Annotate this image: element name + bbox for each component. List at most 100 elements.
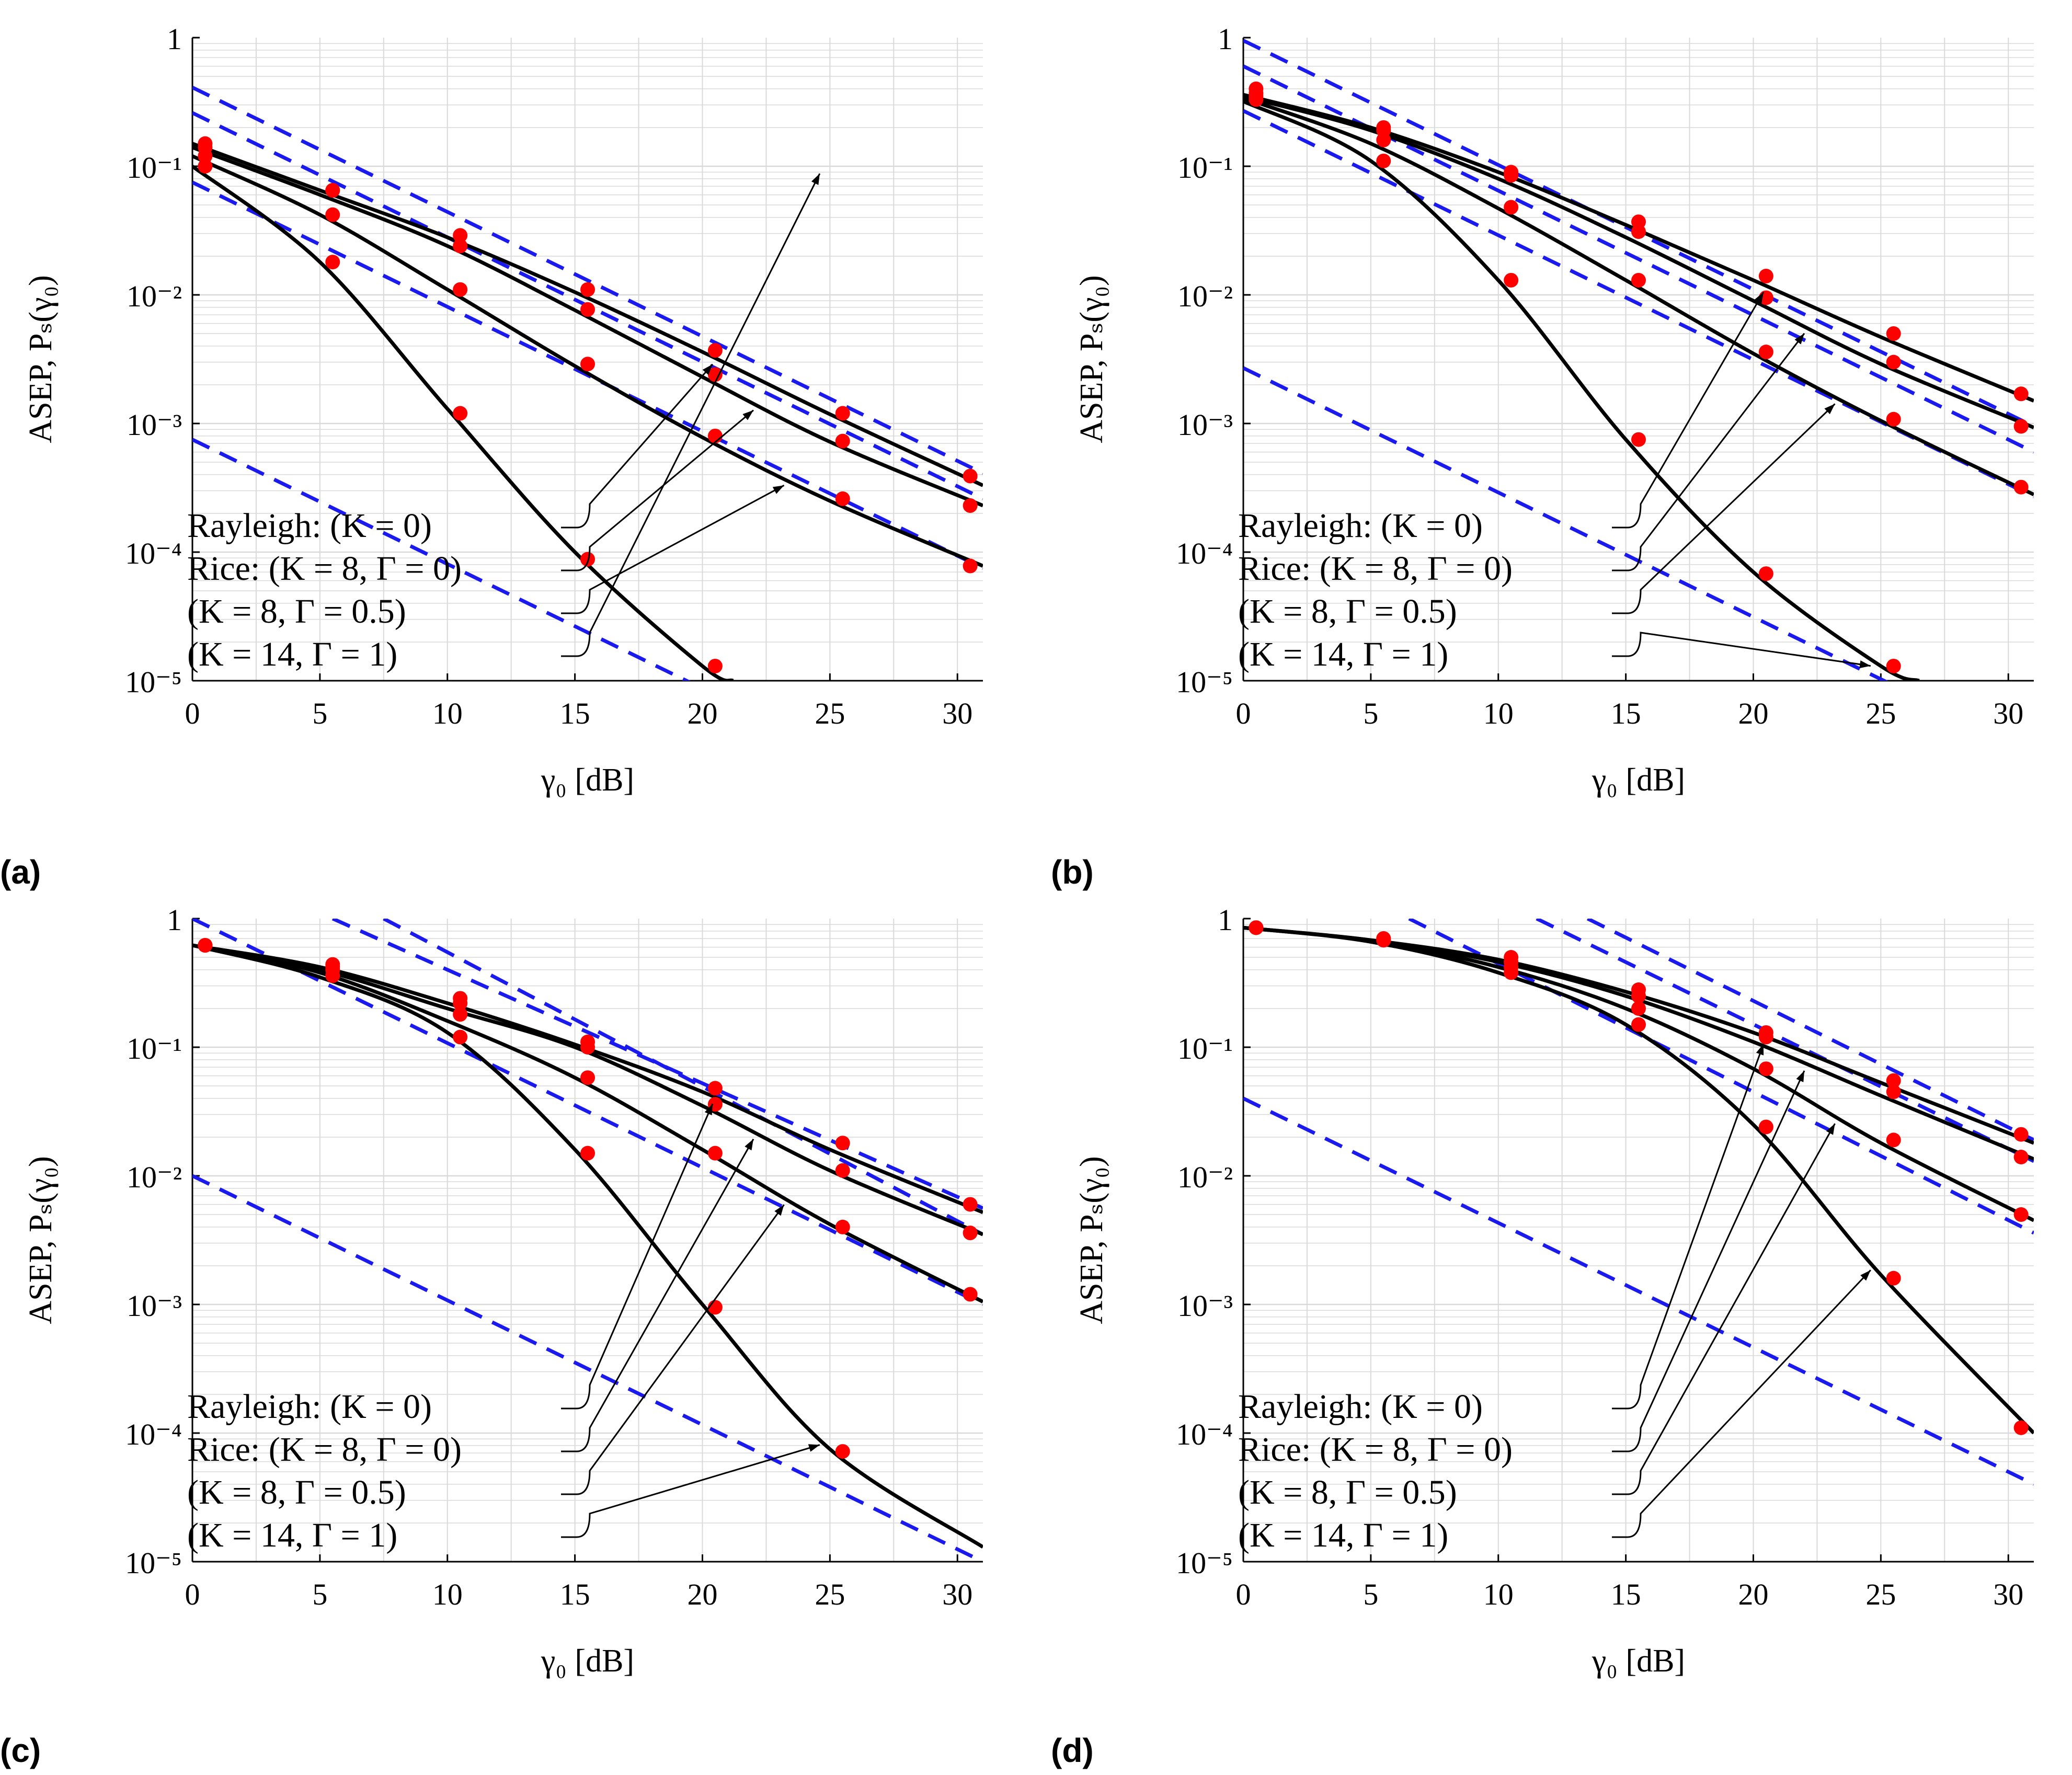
simulation-marker <box>2013 1150 2029 1165</box>
simulation-marker <box>453 1007 468 1022</box>
y-tick-label: 10⁻⁵ <box>125 1546 182 1580</box>
asymptote-line-1 <box>1586 919 2034 1142</box>
y-tick-label: 10⁻² <box>1177 1160 1233 1194</box>
chart-panel-4: 0 5 10 15 20 25 30 10⁻⁵ 10⁻⁴ 10⁻³ 10⁻² 10⁻¹ 1 γ₀ [dB]… <box>1051 903 2034 1769</box>
simulation-marker <box>1376 153 1391 168</box>
y-tick-label: 10⁻¹ <box>1177 151 1233 185</box>
chart-panel-2: 0 5 10 15 20 25 30 10⁻⁵ 10⁻⁴ 10⁻³ 10⁻² 10⁻¹ 1 γ₀ [dB]… <box>1051 22 2034 891</box>
annotation-arrowhead-3 <box>772 485 784 494</box>
asymptote-line-4 <box>1243 1096 2034 1486</box>
simulation-marker <box>1631 272 1646 288</box>
plot-area <box>1243 919 2034 1486</box>
asymptote-line-1 <box>331 919 983 1210</box>
y-tick-label: 10⁻⁵ <box>125 665 182 699</box>
simulation-marker <box>453 282 468 297</box>
asymptote-line-2 <box>1243 64 2034 454</box>
x-axis-title: γ₀ [dB] <box>541 762 634 798</box>
simulation-marker <box>453 995 468 1011</box>
simulation-marker <box>2013 1127 2029 1142</box>
exact-curve-2 <box>192 145 983 508</box>
x-tick-label: 5 <box>1363 696 1378 730</box>
simulation-marker <box>1886 326 1901 341</box>
simulation-marker <box>2013 1420 2029 1435</box>
annotation-arrow-1 <box>1612 1044 1765 1410</box>
simulation-marker <box>707 658 723 673</box>
simulation-marker <box>963 1197 978 1212</box>
simulation-marker <box>1886 1270 1901 1286</box>
panel-tag: (b) <box>1051 853 1094 891</box>
simulation-marker <box>453 238 468 254</box>
simulation-marker <box>580 1040 595 1055</box>
y-tick-label: 1 <box>1218 22 1233 56</box>
simulation-marker <box>1504 965 1519 980</box>
y-tick-label: 10⁻² <box>127 279 182 313</box>
grid <box>1243 919 2034 1563</box>
simulation-marker <box>2013 419 2029 434</box>
simulation-marker <box>1631 989 1646 1004</box>
y-tick-label: 10⁻⁵ <box>1176 1546 1233 1580</box>
annotation-arrow-2 <box>561 1138 754 1452</box>
legend-entry-3: (K = 8, Γ = 0.5) <box>187 1473 406 1511</box>
simulation-marker <box>835 491 850 506</box>
simulation-marker <box>580 282 595 297</box>
y-tick-label: 10⁻⁴ <box>125 1417 182 1451</box>
simulation-marker <box>198 148 213 164</box>
simulation-marker <box>963 1226 978 1241</box>
legend-entry-4: (K = 14, Γ = 1) <box>1238 1516 1448 1554</box>
x-tick-label: 25 <box>815 696 845 730</box>
asymptote-line-4 <box>192 438 691 681</box>
x-axis-title: γ₀ [dB] <box>1592 762 1685 798</box>
simulation-marker <box>1376 933 1391 948</box>
y-tick-label: 1 <box>167 22 182 56</box>
simulation-marker <box>1886 1084 1901 1100</box>
simulation-marker <box>707 1146 723 1161</box>
x-tick-label: 25 <box>815 1577 845 1611</box>
simulation-marker <box>1758 1029 1773 1045</box>
exact-curve-1 <box>192 142 983 487</box>
simulation-marker <box>198 938 213 953</box>
annotation-arrow-4 <box>561 1444 820 1538</box>
x-axis-title: γ₀ [dB] <box>541 1643 634 1679</box>
annotation-arrow-3 <box>561 485 785 614</box>
y-tick-label: 10⁻² <box>127 1160 182 1194</box>
x-tick-label: 30 <box>1993 1577 2023 1611</box>
simulation-marker <box>1758 345 1773 360</box>
grid <box>192 38 983 682</box>
annotation-arrowhead-2 <box>1796 1070 1805 1082</box>
legend-entry-1: Rayleigh: (K = 0) <box>1238 507 1483 545</box>
x-tick-label: 10 <box>1483 696 1514 730</box>
panel-tag: (c) <box>0 1732 41 1769</box>
x-tick-label: 15 <box>560 696 590 730</box>
annotation-arrowhead-4 <box>811 174 820 185</box>
simulation-marker <box>325 968 340 983</box>
y-tick-label: 10⁻¹ <box>1177 1032 1233 1066</box>
simulation-marker <box>1886 354 1901 370</box>
simulation-marker <box>707 428 723 443</box>
annotation-arrow-1 <box>561 1103 714 1410</box>
annotation-arrow-1 <box>1612 291 1765 529</box>
simulation-marker <box>963 1287 978 1302</box>
x-tick-label: 10 <box>1483 1577 1514 1611</box>
x-tick-label: 0 <box>1236 696 1251 730</box>
simulation-marker <box>1504 168 1519 183</box>
x-axis-title: γ₀ [dB] <box>1592 1643 1685 1679</box>
plot-area <box>192 919 983 1562</box>
x-tick-label: 10 <box>432 1577 463 1611</box>
x-tick-label: 30 <box>942 696 972 730</box>
simulation-marker <box>707 1081 723 1096</box>
annotation-arrow-4 <box>561 173 821 657</box>
annotation-arrowhead-2 <box>745 1139 754 1151</box>
chart-panel-3: 0 5 10 15 20 25 30 10⁻⁵ 10⁻⁴ 10⁻³ 10⁻² 10⁻¹ 1 γ₀ [dB]… <box>0 903 983 1769</box>
exact-curve-1 <box>192 943 983 1215</box>
exact-curve-4 <box>1243 99 1920 681</box>
simulation-marker <box>963 498 978 513</box>
annotation-arrowhead-1 <box>1755 292 1764 304</box>
legend-entry-2: Rice: (K = 8, Γ = 0) <box>187 1430 462 1469</box>
annotation-arrow-3 <box>561 1204 785 1495</box>
simulation-marker <box>1758 566 1773 581</box>
simulation-marker <box>835 1136 850 1151</box>
y-tick-label: 1 <box>167 903 182 937</box>
exact-curve-3 <box>1243 96 2034 497</box>
legend-entry-3: (K = 8, Γ = 0.5) <box>187 592 406 631</box>
